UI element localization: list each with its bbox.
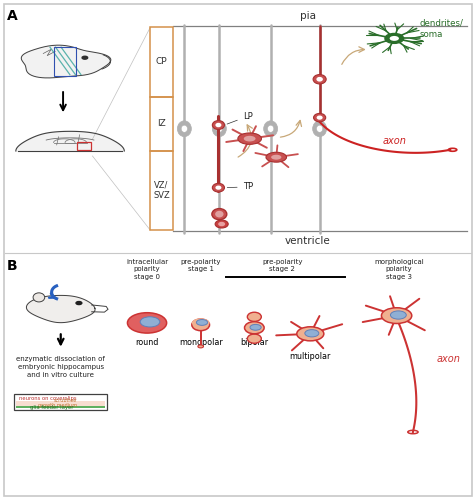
Text: axon: axon	[436, 354, 460, 364]
Ellipse shape	[238, 133, 261, 144]
Ellipse shape	[212, 184, 225, 192]
Text: TP: TP	[227, 182, 253, 192]
Circle shape	[197, 320, 208, 326]
Ellipse shape	[248, 334, 261, 344]
Ellipse shape	[33, 293, 45, 302]
Bar	[150, 151, 173, 230]
Ellipse shape	[212, 120, 225, 130]
Circle shape	[390, 311, 407, 319]
Ellipse shape	[248, 312, 261, 322]
Ellipse shape	[317, 77, 323, 82]
Ellipse shape	[268, 125, 274, 132]
Text: neurons on coverslips: neurons on coverslips	[20, 396, 77, 402]
Text: pre-polarity
stage 2: pre-polarity stage 2	[262, 258, 303, 272]
Text: axon: axon	[383, 136, 407, 146]
Ellipse shape	[245, 322, 264, 334]
Text: morphological
polarity
stage 3: morphological polarity stage 3	[374, 258, 424, 280]
Text: CP: CP	[156, 58, 167, 66]
Circle shape	[128, 312, 167, 333]
Circle shape	[140, 317, 160, 327]
Text: bipolar: bipolar	[240, 338, 268, 347]
Ellipse shape	[317, 125, 323, 132]
Bar	[150, 28, 173, 96]
Ellipse shape	[317, 116, 323, 119]
Circle shape	[300, 328, 320, 339]
Text: enzymatic dissociation of
embryonic hippocampus
and in vitro culture: enzymatic dissociation of embryonic hipp…	[16, 356, 105, 378]
Ellipse shape	[215, 123, 221, 128]
Polygon shape	[21, 45, 111, 78]
Circle shape	[385, 310, 408, 322]
Text: IZ: IZ	[157, 120, 166, 128]
Text: pia: pia	[300, 11, 316, 21]
Text: monopolar: monopolar	[179, 338, 223, 347]
Text: round: round	[135, 338, 159, 347]
Text: B: B	[7, 258, 18, 272]
Ellipse shape	[215, 211, 224, 218]
Ellipse shape	[297, 327, 324, 341]
Ellipse shape	[271, 154, 281, 160]
Ellipse shape	[313, 74, 326, 84]
Text: dendrites/
soma: dendrites/ soma	[420, 18, 464, 38]
Ellipse shape	[244, 136, 256, 141]
Bar	[150, 96, 173, 151]
Text: ventricle: ventricle	[285, 236, 331, 246]
Ellipse shape	[313, 121, 327, 136]
Bar	[16, 401, 105, 408]
Circle shape	[82, 56, 88, 59]
Circle shape	[246, 324, 263, 332]
Circle shape	[389, 36, 399, 41]
Ellipse shape	[216, 125, 222, 132]
Ellipse shape	[218, 222, 225, 226]
Text: LP: LP	[227, 112, 252, 124]
Ellipse shape	[264, 121, 278, 136]
Bar	[54, 46, 76, 76]
Text: multipolar: multipolar	[289, 352, 331, 361]
Circle shape	[192, 318, 209, 328]
Ellipse shape	[198, 345, 203, 348]
Ellipse shape	[212, 121, 227, 136]
Text: pre-polarity
stage 1: pre-polarity stage 1	[180, 258, 221, 272]
Circle shape	[305, 330, 319, 337]
Circle shape	[250, 324, 261, 330]
Text: glia feeder layer: glia feeder layer	[30, 404, 74, 409]
Ellipse shape	[314, 114, 326, 122]
Bar	[16, 406, 105, 408]
Polygon shape	[16, 132, 124, 151]
Text: VZ/
SVZ: VZ/ SVZ	[153, 181, 170, 201]
Text: A: A	[7, 8, 18, 22]
Circle shape	[385, 34, 404, 43]
Circle shape	[76, 302, 82, 304]
Ellipse shape	[192, 319, 209, 330]
Polygon shape	[27, 296, 95, 322]
Ellipse shape	[178, 121, 191, 136]
Text: scrubfree
growth medium: scrubfree growth medium	[38, 398, 77, 408]
Ellipse shape	[181, 125, 188, 132]
Ellipse shape	[215, 186, 221, 190]
Ellipse shape	[266, 152, 287, 162]
Ellipse shape	[212, 208, 227, 220]
Text: intracellular
polarity
stage 0: intracellular polarity stage 0	[126, 258, 168, 280]
Ellipse shape	[215, 220, 228, 228]
Bar	[14, 394, 108, 409]
Bar	[77, 142, 91, 150]
Ellipse shape	[381, 308, 412, 324]
